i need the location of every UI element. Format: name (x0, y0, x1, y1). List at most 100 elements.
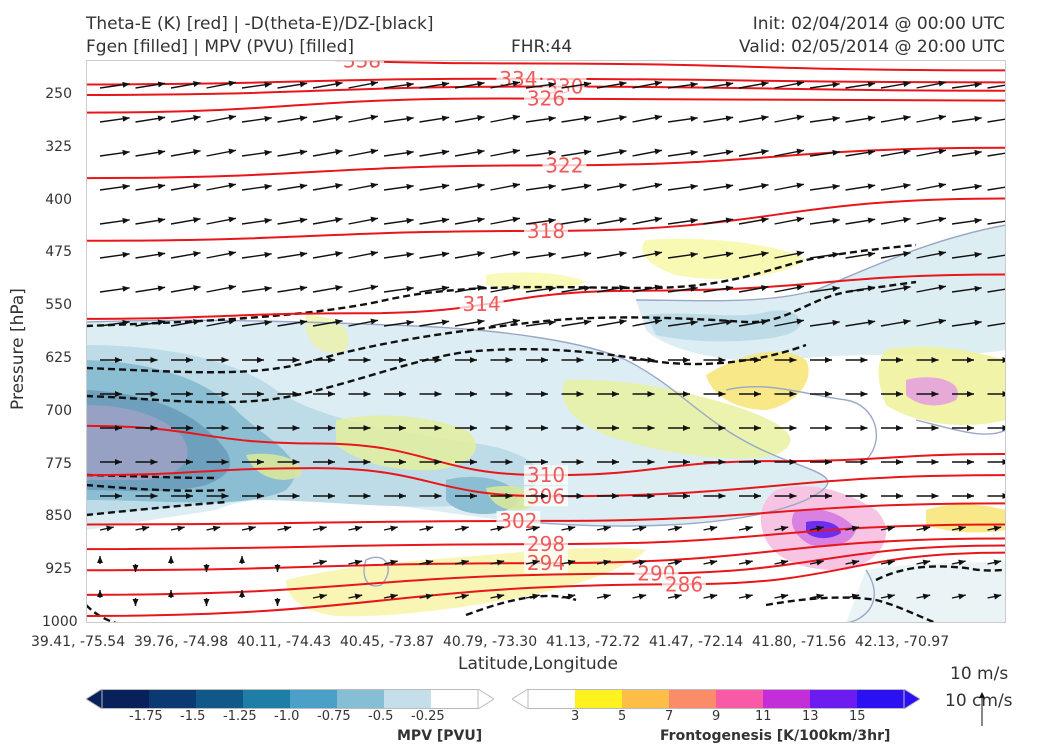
wind-vector-head (477, 115, 485, 121)
wind-vector-head (974, 115, 982, 122)
wind-vector-head (931, 493, 939, 499)
colorbar-swatch (810, 689, 858, 709)
x-tick-label: 40.45, -73.87 (340, 634, 435, 650)
wind-vector-head (512, 182, 520, 189)
wind-vector-head (274, 599, 281, 606)
colorbar-extend-right (903, 689, 920, 709)
wind-vector-head (867, 115, 876, 122)
wind-vector-head (683, 493, 690, 499)
wind-vector-head (132, 565, 139, 572)
wind-vector-head (974, 81, 982, 88)
wind-vector-head (725, 81, 734, 88)
wind-vector-head (406, 81, 414, 88)
wind-vector-head (896, 357, 903, 363)
theta-e-label-background (542, 155, 587, 176)
wind-vector-head (168, 590, 174, 597)
x-tick-label: 40.11, -74.43 (237, 634, 332, 650)
wind-vector-head (228, 114, 236, 121)
wind-vector-head (496, 593, 505, 600)
wind-vector-head (193, 285, 201, 291)
wind-vector-head (761, 115, 769, 121)
wind-vector-head (683, 425, 690, 431)
wind-vector-head (512, 284, 520, 291)
wind-vector-head (619, 183, 627, 189)
wind-vector-head (505, 459, 513, 465)
wind-vector-head (390, 559, 398, 566)
wind-vector-head (239, 556, 245, 563)
wind-vector-head (761, 217, 769, 223)
wind-vector-head (425, 593, 434, 600)
wind-vector-head (612, 425, 619, 431)
wind-vector-head (335, 251, 343, 257)
wind-vector-head (390, 525, 398, 532)
wind-vector-head (203, 599, 210, 606)
wind-vector-head (725, 183, 734, 190)
wind-vector-head (477, 183, 485, 189)
colorbar-tick-label: 11 (755, 709, 772, 724)
wind-vector-head (832, 183, 840, 190)
wind-vector-head (690, 149, 698, 156)
wind-vector-head (654, 318, 662, 325)
wind-vector-head (967, 357, 974, 363)
colorbar-tick-label: -1.5 (180, 709, 206, 724)
wind-vector-head (761, 319, 769, 325)
colorbar-extend-left (512, 689, 529, 709)
wind-vector-head (674, 593, 682, 600)
wind-vector-head (938, 182, 946, 189)
wind-vector-head (532, 593, 540, 600)
colorbar-tick-label: 7 (665, 709, 674, 724)
colorbar-swatch (384, 689, 432, 709)
wind-vector-head (974, 251, 982, 258)
wind-vector-head (257, 357, 264, 363)
wind-vector-head (470, 459, 477, 465)
theta-e-contour-line (86, 467, 1006, 498)
wind-vector-head (264, 217, 272, 224)
y-tick-label: 250 (45, 86, 72, 102)
x-tick-label: 42.13, -70.97 (855, 634, 950, 650)
wind-reference-arrow (979, 692, 985, 726)
wind-vector-shaft (987, 254, 1006, 259)
wind-vector-head (441, 115, 450, 122)
wind-vector-head (958, 525, 966, 532)
wind-vector-head (370, 284, 378, 291)
theta-e-contour-label: 310 (527, 463, 565, 487)
wind-vector-head (186, 493, 193, 499)
wind-vector-head (603, 593, 611, 600)
wind-vector-head (567, 593, 576, 600)
wind-vector-head (938, 250, 946, 257)
wind-vector-head (292, 391, 300, 397)
wind-vector-head (789, 357, 797, 363)
wind-vector-head (887, 559, 895, 566)
wind-vector-head (370, 114, 378, 121)
colorbar-swatch (243, 689, 291, 709)
wind-vector-head (867, 285, 876, 292)
colorbar-swatch (669, 689, 717, 709)
theta-e-contour-line (86, 97, 1006, 114)
wind-vector-head (115, 391, 122, 397)
wind-vector-head (718, 391, 726, 397)
x-tick-label: 39.76, -74.98 (134, 634, 229, 650)
wind-vector-head (931, 459, 939, 465)
wind-vector-head (441, 285, 450, 292)
wind-vector-head (292, 425, 300, 431)
wind-vector-head (789, 459, 797, 465)
wind-vector-head (654, 284, 662, 291)
colorbar-swatch (290, 689, 338, 709)
wind-vector-head (903, 285, 911, 291)
wind-vector-head (867, 149, 876, 156)
wind-vector-head (825, 425, 832, 431)
wind-vector-head (335, 285, 343, 291)
colorbar-swatch (575, 689, 623, 709)
wind-vector-head (541, 357, 548, 363)
wind-vector-head (157, 217, 166, 224)
wind-vector-head (860, 459, 868, 465)
colorbar-tick-label: -0.25 (411, 709, 445, 724)
wind-vector-head (203, 565, 210, 572)
wind-vector-head (690, 81, 698, 88)
wind-vector-head (186, 357, 193, 363)
wind-vector-head (257, 493, 264, 499)
colorbar-swatch (528, 689, 576, 709)
wind-vector-head (725, 115, 734, 122)
wind-vector-head (796, 114, 804, 121)
